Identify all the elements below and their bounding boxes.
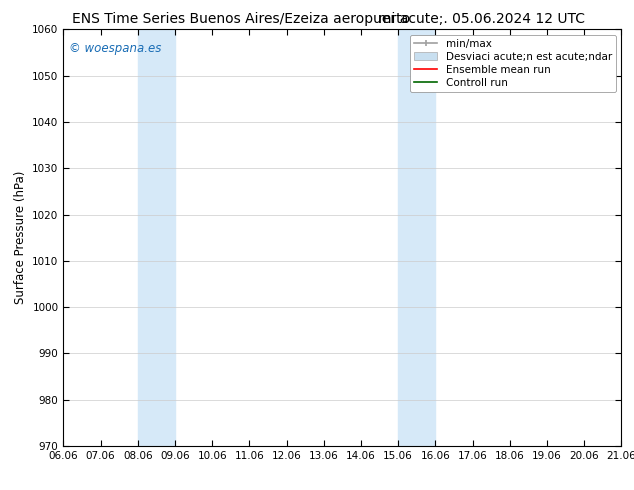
Legend: min/max, Desviaci acute;n est acute;ndar, Ensemble mean run, Controll run: min/max, Desviaci acute;n est acute;ndar…: [410, 35, 616, 92]
Bar: [398, 29, 436, 446]
Text: ENS Time Series Buenos Aires/Ezeiza aeropuerto: ENS Time Series Buenos Aires/Ezeiza aero…: [72, 12, 410, 26]
Text: mi acute;. 05.06.2024 12 UTC: mi acute;. 05.06.2024 12 UTC: [378, 12, 585, 26]
Bar: [138, 29, 175, 446]
Text: © woespana.es: © woespana.es: [69, 42, 162, 55]
Y-axis label: Surface Pressure (hPa): Surface Pressure (hPa): [14, 171, 27, 304]
